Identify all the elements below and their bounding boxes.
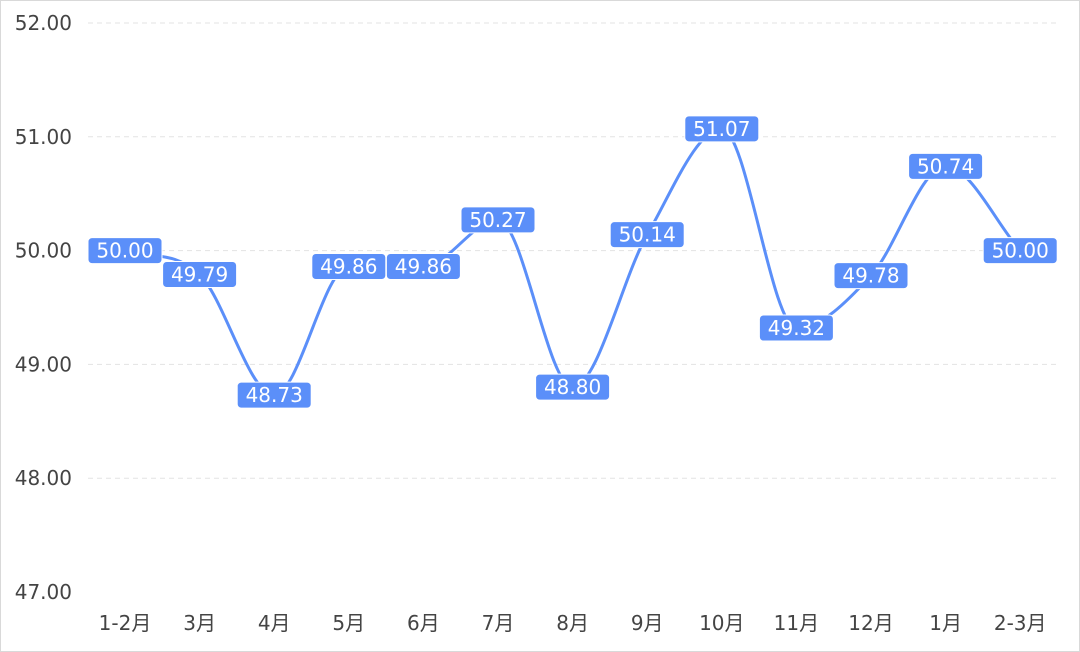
x-tick-label: 4月 [258,611,291,635]
x-tick-label: 3月 [183,611,216,635]
data-label: 50.00 [982,237,1058,265]
data-label: 50.74 [908,152,984,180]
x-tick-label: 7月 [482,611,515,635]
data-label: 49.32 [758,314,834,342]
data-label-box [609,221,685,249]
data-label-text: 49.32 [768,316,825,340]
data-label-text: 49.86 [395,255,452,279]
data-label: 48.80 [535,373,611,401]
data-label-text: 50.00 [992,239,1049,263]
data-label-text: 48.80 [544,375,601,399]
data-label-box [758,314,834,342]
data-label-text: 49.79 [171,262,228,286]
data-label: 50.14 [609,221,685,249]
data-label-text: 50.74 [917,154,974,178]
x-tick-label: 1-2月 [99,611,152,635]
data-label-text: 51.07 [693,117,750,141]
data-label-box [908,152,984,180]
data-label-box [535,373,611,401]
y-tick-label: 52.00 [15,11,72,35]
y-tick-label: 48.00 [15,466,72,490]
data-label-text: 50.14 [619,223,676,247]
data-label-box [311,253,387,281]
data-label: 50.27 [460,206,536,234]
x-tick-label: 6月 [407,611,440,635]
data-label-text: 49.86 [320,255,377,279]
data-label-box [684,115,760,143]
data-label-text: 50.00 [96,239,153,263]
data-label-box [162,260,238,288]
data-label-box [385,253,461,281]
x-tick-label: 2-3月 [994,611,1047,635]
data-label-text: 50.27 [469,208,526,232]
x-tick-label: 10月 [699,611,744,635]
y-tick-label: 49.00 [15,352,72,376]
x-tick-label: 8月 [556,611,589,635]
y-tick-label: 50.00 [15,239,72,263]
x-tick-label: 11月 [774,611,819,635]
series-line [123,127,1022,397]
y-tick-label: 51.00 [15,125,72,149]
x-tick-label: 12月 [848,611,893,635]
y-tick-label: 47.00 [15,580,72,604]
x-tick-label: 1月 [929,611,962,635]
data-label: 49.86 [311,253,387,281]
data-label: 51.07 [684,115,760,143]
data-label: 49.78 [833,262,909,290]
data-label-box [982,237,1058,265]
data-label: 50.00 [87,237,163,265]
data-label: 49.86 [385,253,461,281]
data-label-box [87,237,163,265]
data-label-box [236,381,312,409]
x-tick-label: 5月 [332,611,365,635]
data-label-box [460,206,536,234]
data-label: 48.73 [236,381,312,409]
data-label: 49.79 [162,260,238,288]
x-tick-label: 9月 [631,611,664,635]
data-label-text: 48.73 [246,383,303,407]
data-label-box [833,262,909,290]
data-label-text: 49.78 [842,264,899,288]
